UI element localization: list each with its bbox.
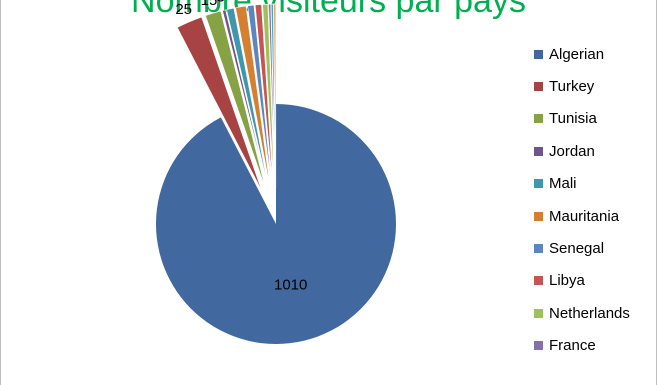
legend-item-turkey: Turkey	[534, 70, 630, 102]
legend: Algerian Turkey Tunisia Jordan Mali Mauritani…	[534, 38, 630, 362]
pie-slice-other-1	[270, 3, 276, 189]
pie-slice-libya	[254, 4, 274, 189]
legend-item-netherlands: Netherlands	[534, 297, 630, 329]
pie-slice-turkey	[176, 16, 263, 192]
legend-item-algerian: Algerian	[534, 38, 630, 70]
legend-item-france: France	[534, 330, 630, 362]
pie-slice-algerian	[155, 104, 396, 345]
legend-swatch	[534, 82, 543, 92]
legend-item-mali: Mali	[534, 168, 630, 200]
legend-label: Mauritania	[549, 207, 620, 225]
legend-swatch	[534, 308, 543, 318]
legend-item-tunisia: Tunisia	[534, 103, 630, 135]
data-label-senegal: 6	[245, 0, 253, 1]
legend-swatch	[534, 211, 543, 221]
legend-label: France	[549, 337, 596, 355]
pie-slice-france	[268, 3, 276, 189]
legend-label: Turkey	[549, 78, 595, 96]
legend-item-mauritania: Mauritania	[534, 200, 630, 232]
legend-label: Tunisia	[549, 110, 597, 128]
legend-label: Netherlands	[549, 304, 630, 322]
data-label-mali: 7	[223, 0, 231, 4]
legend-label: Mali	[549, 175, 577, 193]
legend-item-jordan: Jordan	[534, 135, 630, 167]
pie-slice-netherlands	[262, 3, 275, 189]
legend-swatch	[534, 179, 543, 189]
data-label-turkey: 25	[175, 1, 192, 18]
data-label-mauritania: 10	[230, 0, 247, 2]
pie-data-labels: 101025153710665222	[175, 0, 307, 294]
pie-slice-jordan	[222, 9, 268, 190]
data-label-algerian: 1010	[274, 277, 307, 294]
pie-slice-mauritania	[235, 5, 271, 189]
pie-slice-other-2	[273, 3, 277, 189]
legend-label: Algerian	[549, 45, 605, 63]
data-label-tunisia: 15	[201, 0, 218, 9]
pie-slices	[155, 3, 396, 345]
legend-label: Senegal	[549, 240, 605, 258]
legend-label: Libya	[549, 272, 585, 290]
pie-slice-senegal	[247, 4, 273, 189]
pie-slice-mali	[226, 7, 269, 189]
legend-swatch	[534, 276, 543, 286]
legend-item-senegal: Senegal	[534, 232, 630, 264]
legend-swatch	[534, 114, 543, 124]
legend-swatch	[534, 146, 543, 156]
legend-swatch	[534, 341, 543, 351]
legend-swatch	[534, 244, 543, 254]
pie-slice-tunisia	[205, 10, 266, 190]
legend-label: Jordan	[549, 142, 595, 160]
data-label-jordan: 3	[217, 0, 225, 6]
legend-swatch	[534, 49, 543, 59]
legend-item-libya: Libya	[534, 265, 630, 297]
